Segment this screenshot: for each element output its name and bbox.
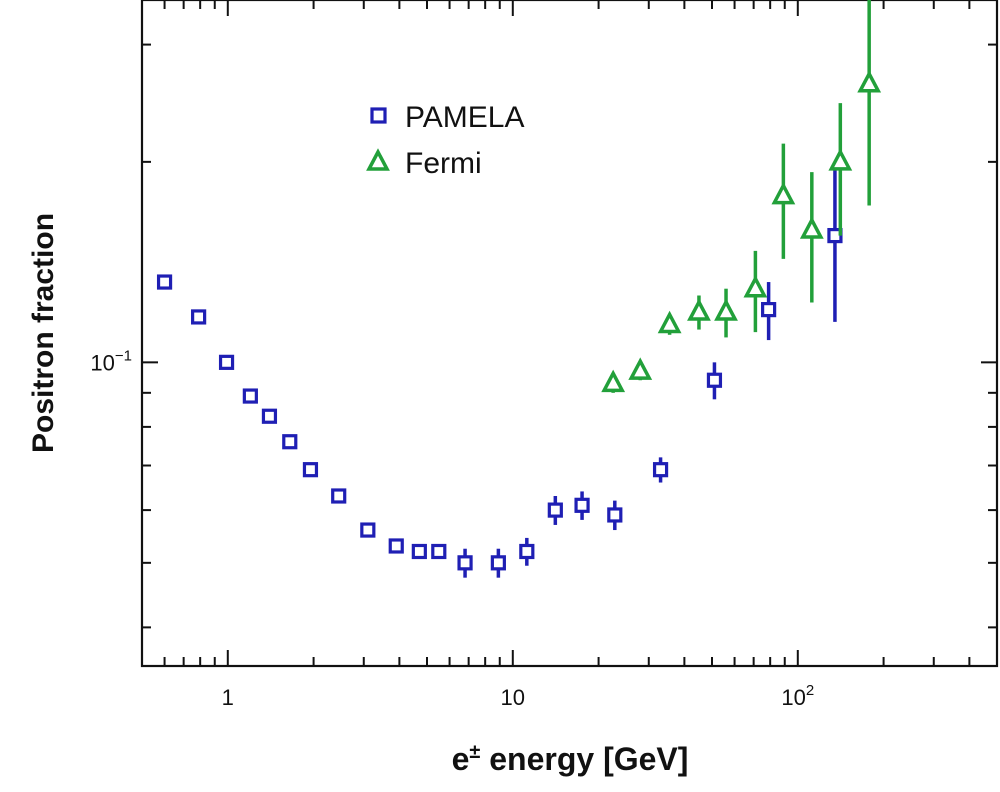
data-point-triangle: [743, 274, 768, 298]
data-point-square: [411, 543, 427, 560]
data-point-square: [519, 543, 535, 560]
data-point-square: [574, 497, 590, 513]
series-fermi: [601, 0, 882, 393]
data-point-square: [457, 555, 473, 571]
data-point-square: [242, 388, 258, 404]
data-point-square: [218, 354, 235, 370]
legend: PAMELA Fermi: [366, 101, 525, 180]
axis-tick-labels: 1 10 102 10−1: [90, 347, 814, 710]
x-axis-title-e: e: [452, 741, 470, 777]
data-point-triangle: [771, 181, 796, 205]
data-point-square: [607, 507, 623, 523]
data-point-square: [282, 434, 298, 450]
plot-area-frame: [140, 0, 999, 668]
data-point-triangle: [828, 148, 853, 171]
legend-label-fermi: Fermi: [405, 147, 482, 180]
data-point-square: [652, 462, 669, 478]
data-point-triangle: [687, 298, 711, 321]
axis-ticks: [141, 0, 998, 666]
data-point-triangle: [601, 369, 626, 393]
legend-marker-pamela: [370, 107, 387, 124]
data-point-square: [360, 522, 376, 538]
data-series-layer: [156, 0, 882, 578]
y-tick-label: 10−1: [90, 347, 132, 375]
data-point-triangle: [628, 357, 653, 380]
y-axis-title: Positron fraction: [27, 213, 60, 453]
x-axis-title-rest: energy [GeV]: [480, 741, 688, 777]
data-point-square: [302, 462, 319, 478]
data-point-triangle: [799, 216, 824, 239]
x-tick-label: 102: [781, 682, 814, 710]
data-point-square: [431, 543, 447, 560]
data-point-square: [490, 555, 506, 571]
data-point-triangle: [857, 70, 882, 93]
x-tick-label: 1: [222, 685, 234, 710]
data-point-square: [706, 372, 723, 388]
data-point-square: [388, 538, 404, 554]
data-point-square: [191, 309, 207, 325]
data-point-square: [547, 502, 563, 518]
series-pamela: [156, 169, 843, 578]
x-axis-title: e± energy [GeV]: [452, 741, 689, 777]
x-tick-label: 10: [501, 685, 525, 710]
data-point-triangle: [714, 298, 738, 321]
data-point-square: [156, 274, 173, 290]
legend-marker-fermi: [366, 148, 390, 171]
x-axis-title-sup: ±: [469, 741, 480, 763]
data-point-square: [761, 302, 777, 318]
data-point-square: [331, 488, 347, 504]
data-point-square: [261, 408, 278, 424]
data-point-triangle: [657, 310, 682, 334]
legend-label-pamela: PAMELA: [405, 101, 525, 134]
